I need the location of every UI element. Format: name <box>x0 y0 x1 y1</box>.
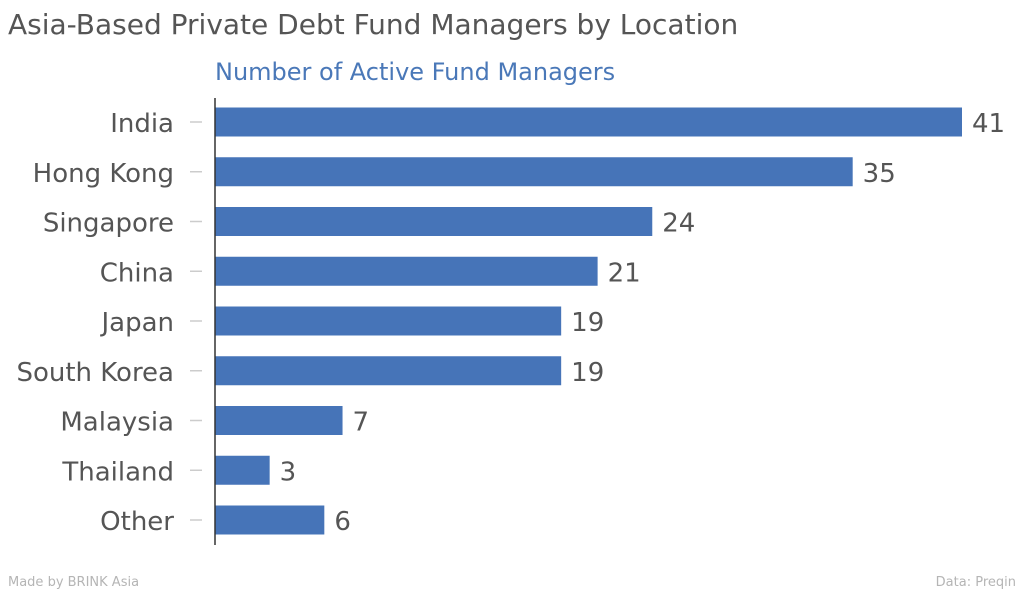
data-label: 7 <box>353 408 370 438</box>
category-label: Thailand <box>61 457 174 487</box>
category-label: Other <box>100 507 174 537</box>
chart-subtitle: Number of Active Fund Managers <box>215 58 616 86</box>
bar <box>215 107 962 137</box>
bar <box>215 207 653 236</box>
bar <box>215 356 562 386</box>
category-label: India <box>110 109 174 139</box>
data-label: 35 <box>863 159 896 189</box>
category-label: Singapore <box>43 209 174 239</box>
data-label: 3 <box>280 457 297 487</box>
data-label: 19 <box>571 308 604 338</box>
bar <box>215 455 270 485</box>
footer-source: Data: Preqin <box>935 575 1016 590</box>
category-label: Hong Kong <box>33 159 174 189</box>
bar <box>215 256 598 286</box>
data-label: 24 <box>662 209 695 239</box>
data-label: 41 <box>972 109 1005 139</box>
category-label: China <box>100 258 174 288</box>
data-label: 19 <box>571 358 604 388</box>
bar <box>215 157 853 187</box>
bar <box>215 306 562 336</box>
data-label: 6 <box>334 507 351 537</box>
category-label: South Korea <box>16 358 174 388</box>
chart-title: Asia-Based Private Debt Fund Managers by… <box>8 8 739 41</box>
category-label: Malaysia <box>60 408 174 438</box>
bar <box>215 505 325 535</box>
data-label: 21 <box>608 258 641 288</box>
category-label: Japan <box>99 308 174 338</box>
bar <box>215 406 343 435</box>
footer-credit: Made by BRINK Asia <box>8 575 140 590</box>
